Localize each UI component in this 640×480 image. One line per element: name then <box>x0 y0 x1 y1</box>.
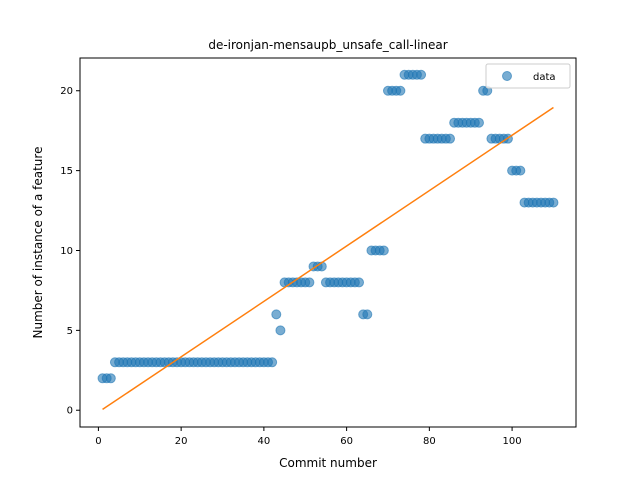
x-axis: 0 20 40 60 80 100 <box>95 427 522 447</box>
data-point <box>548 197 559 208</box>
y-tick-label: 0 <box>67 406 73 417</box>
data-point <box>378 245 389 256</box>
y-axis-label: Number of instance of a feature <box>31 147 45 339</box>
x-tick-label: 40 <box>258 436 271 447</box>
x-tick-label: 60 <box>340 436 353 447</box>
legend-marker-data <box>502 71 512 81</box>
chart-title: de-ironjan-mensaupb_unsafe_call-linear <box>208 38 447 52</box>
data-point <box>395 85 406 96</box>
x-tick-label: 0 <box>95 436 101 447</box>
linear-fit-line <box>102 106 554 411</box>
plot-marks <box>97 69 559 411</box>
legend-box <box>485 63 571 89</box>
data-point <box>445 133 456 144</box>
x-tick-label: 20 <box>175 436 188 447</box>
data-point <box>271 309 282 320</box>
x-tick-label: 100 <box>503 436 522 447</box>
data-point <box>304 277 315 288</box>
data-point <box>267 357 278 368</box>
data-point <box>473 117 484 128</box>
y-tick-label: 10 <box>60 246 73 257</box>
y-tick-label: 20 <box>60 86 73 97</box>
data-point <box>105 373 116 384</box>
data-point <box>515 165 526 176</box>
y-axis: 0 5 10 15 20 <box>60 86 80 417</box>
data-point <box>362 309 373 320</box>
legend-label-data: data <box>533 72 556 83</box>
x-axis-label: Commit number <box>279 456 377 470</box>
data-point <box>416 69 427 80</box>
y-tick-label: 15 <box>60 166 73 177</box>
legend: data <box>485 63 571 89</box>
y-tick-label: 5 <box>67 326 73 337</box>
x-tick-label: 80 <box>423 436 436 447</box>
data-point <box>275 325 286 336</box>
axes-frame <box>79 57 577 428</box>
data-point <box>354 277 365 288</box>
